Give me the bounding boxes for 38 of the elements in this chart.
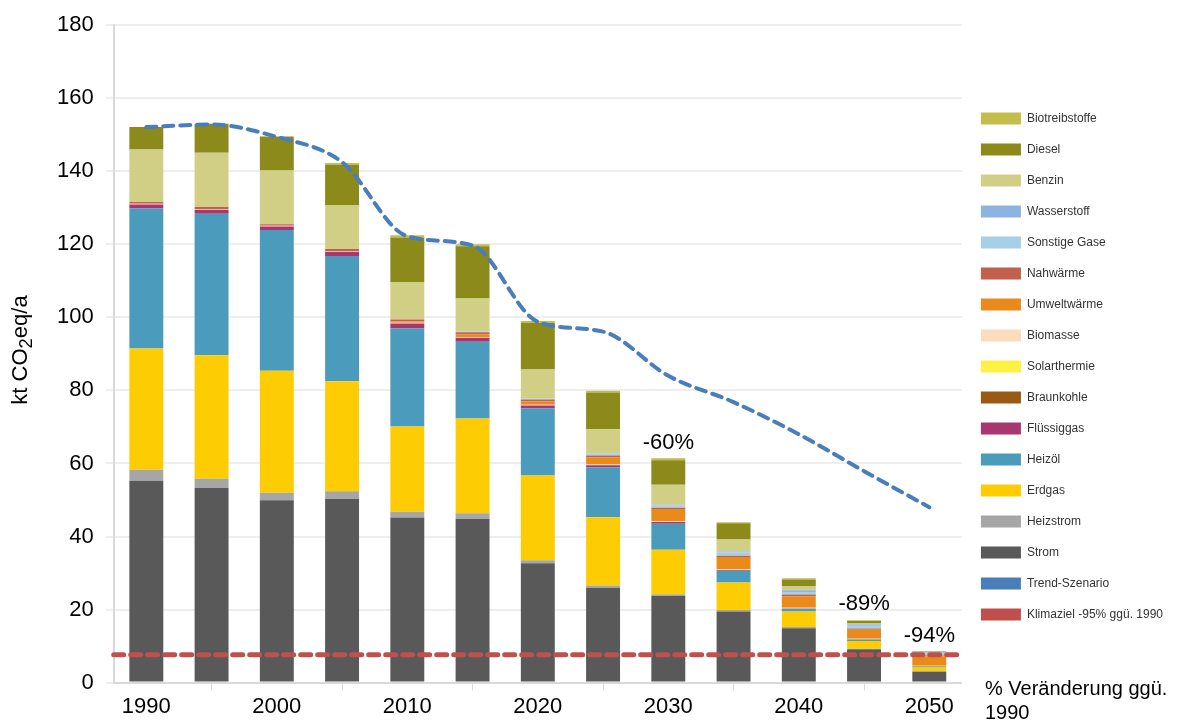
legend-label: Braunkohle	[1026, 389, 1088, 404]
legend-label: Sonstige Gase	[1026, 234, 1106, 249]
legend-label: Diesel	[1026, 141, 1061, 156]
legend-label: Klimaziel -95% ggü. 1990	[1026, 606, 1164, 621]
y-tick-label: 160	[56, 84, 94, 110]
legend-label: Nahwärme	[1026, 265, 1086, 280]
y-tick-label: 120	[56, 230, 94, 256]
legend-label: Umweltwärme	[1026, 296, 1104, 311]
legend-label: Erdgas	[1026, 482, 1065, 497]
y-tick-label: 80	[69, 376, 94, 402]
x-tick-label: 2040	[774, 692, 824, 718]
x-tick-label: 1990	[121, 692, 171, 718]
y-tick-label: 180	[56, 11, 94, 37]
legend-label: Biotreibstoffe	[1026, 110, 1098, 125]
annotation: -60%	[642, 428, 694, 454]
legend-label: Trend-Szenario	[1026, 575, 1110, 590]
y-tick-label: 60	[69, 449, 94, 475]
legend-label: Solarthermie	[1026, 358, 1096, 373]
text: % Veränderung ggü. 1990	[985, 676, 1169, 723]
annotation: -89%	[838, 589, 890, 615]
legend-label: Biomasse	[1026, 327, 1080, 342]
y-tick-label: 40	[69, 522, 94, 548]
y-tick-label: 100	[56, 303, 94, 329]
x-tick-label: 2020	[513, 692, 563, 718]
x-tick-label: 2030	[643, 692, 693, 718]
legend-label: Heizöl	[1026, 451, 1061, 466]
x-tick-label: 2010	[382, 692, 432, 718]
annotation: -94%	[903, 621, 955, 647]
legend-label: Strom	[1026, 544, 1059, 559]
legend-label: Heizstrom	[1026, 513, 1081, 528]
y-tick-label: 140	[56, 157, 94, 183]
x-tick-label: 2000	[252, 692, 302, 718]
y-tick-label: 0	[81, 668, 94, 694]
legend-label: Flüssiggas	[1026, 420, 1085, 435]
legend-label: Benzin	[1026, 172, 1064, 187]
x-tick-label: 2050	[904, 692, 954, 718]
y-tick-label: 20	[69, 595, 94, 621]
legend-label: Wasserstoff	[1026, 203, 1091, 218]
